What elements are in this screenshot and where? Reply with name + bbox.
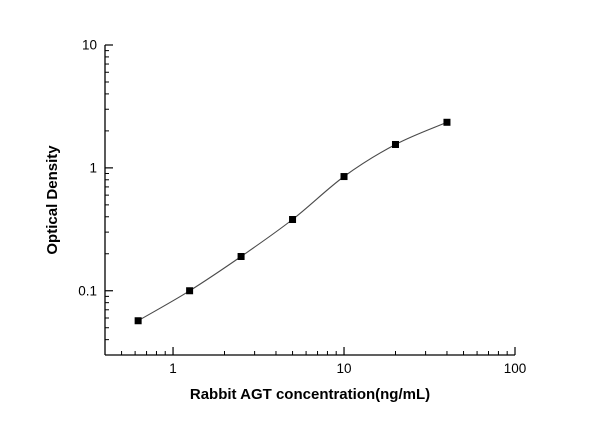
major-ticks (105, 44, 516, 355)
y-tick-label: 10 (82, 38, 97, 53)
minor-ticks (104, 50, 508, 356)
axes (104, 45, 515, 356)
data-point (289, 216, 297, 224)
x-tick-label: 100 (504, 361, 527, 376)
y-tick-label: 0.1 (78, 283, 97, 298)
data-point (443, 118, 451, 126)
x-axis-title: Rabbit AGT concentration(ng/mL) (190, 386, 430, 403)
y-tick-label: 1 (89, 160, 97, 175)
data-point (340, 173, 348, 181)
tick-labels: 1 10 100 0.1 1 10 (78, 38, 526, 377)
y-axis-title: Optical Density (44, 145, 61, 255)
data-points (134, 118, 451, 325)
data-point (186, 287, 194, 295)
data-point (134, 317, 142, 325)
x-tick-label: 1 (169, 361, 177, 376)
data-point (391, 140, 399, 148)
data-point (237, 252, 245, 260)
x-tick-label: 10 (337, 361, 352, 376)
